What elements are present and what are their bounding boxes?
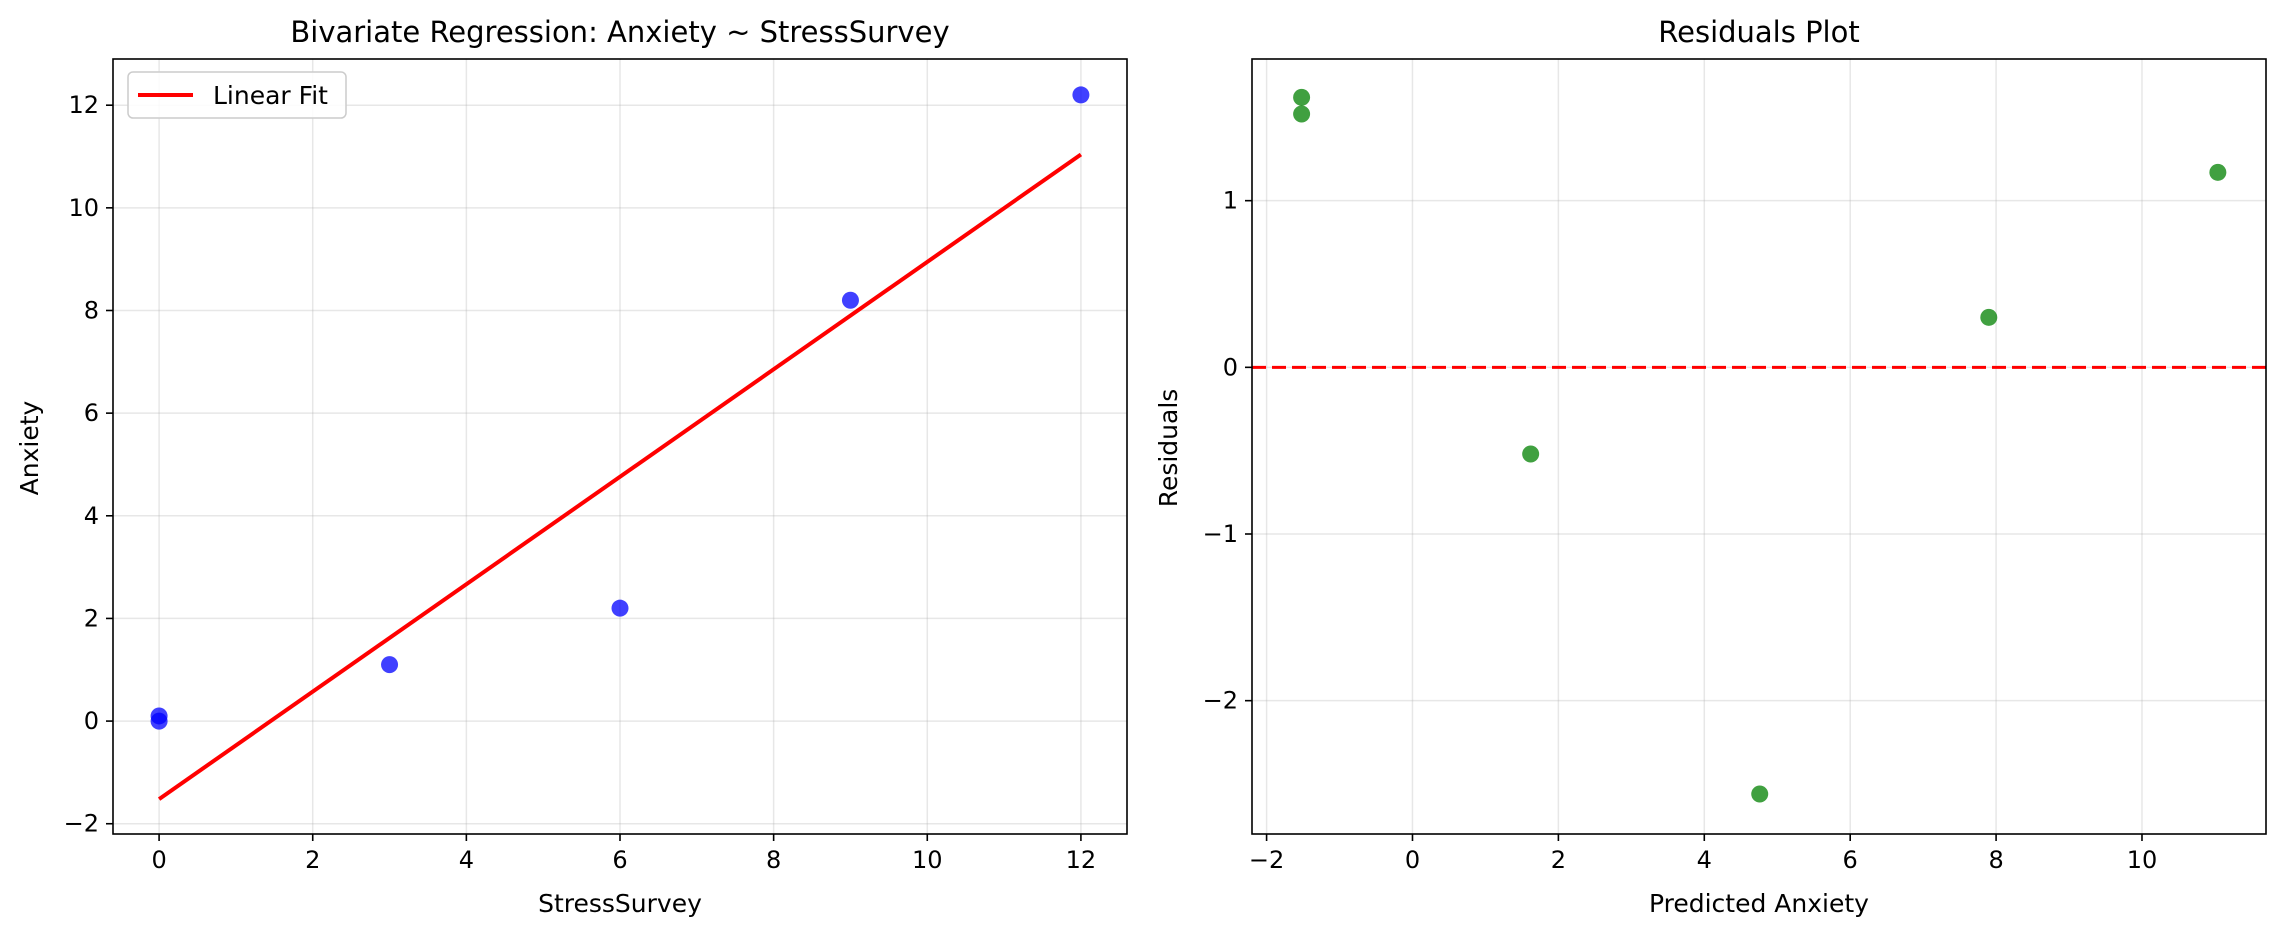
regression-y-ticks: −2 0 2 4 6 8 10 12 bbox=[64, 91, 113, 838]
regression-x-tick-label: 6 bbox=[612, 846, 627, 874]
regression-y-tick-label: 2 bbox=[84, 604, 99, 632]
regression-x-tick-label: 2 bbox=[305, 846, 320, 874]
regression-fit-line bbox=[157, 152, 1083, 801]
residuals-x-tick-label: 4 bbox=[1697, 846, 1712, 874]
residuals-y-tick-label: 1 bbox=[1223, 187, 1238, 215]
residuals-x-axis-label: Predicted Anxiety bbox=[1649, 889, 1869, 918]
linear-fit-line bbox=[157, 152, 1083, 801]
residuals-y-tick-label: −2 bbox=[1203, 687, 1238, 715]
regression-x-tick-label: 4 bbox=[459, 846, 474, 874]
residuals-data-point bbox=[2209, 163, 2227, 181]
regression-y-tick-label: 12 bbox=[68, 91, 99, 119]
regression-grid bbox=[113, 59, 1127, 834]
residuals-x-tick-label: 10 bbox=[2127, 846, 2158, 874]
regression-title: Bivariate Regression: Anxiety ~ StressSu… bbox=[290, 15, 949, 49]
residuals-data-point bbox=[1522, 445, 1540, 463]
legend-label-linear-fit: Linear Fit bbox=[213, 81, 328, 110]
regression-x-tick-label: 0 bbox=[151, 846, 166, 874]
regression-data-point bbox=[381, 656, 399, 674]
residuals-panel: −2 0 2 4 6 8 10 −2 −1 0 1 Residuals Plot Predicte… bbox=[1154, 15, 2267, 918]
regression-x-axis-label: StressSurvey bbox=[538, 889, 702, 918]
regression-y-tick-label: 0 bbox=[84, 707, 99, 735]
residuals-points bbox=[1293, 88, 2227, 803]
residuals-x-tick-label: 8 bbox=[1988, 846, 2003, 874]
regression-y-tick-label: 10 bbox=[68, 194, 99, 222]
residuals-data-point bbox=[1980, 308, 1998, 326]
residuals-x-tick-label: 2 bbox=[1551, 846, 1566, 874]
regression-x-tick-label: 12 bbox=[1066, 846, 1097, 874]
regression-legend: Linear Fit bbox=[127, 71, 347, 119]
residuals-y-axis-label: Residuals bbox=[1154, 389, 1183, 508]
regression-data-point bbox=[150, 712, 168, 730]
residuals-axes-frame bbox=[1251, 58, 2267, 835]
regression-y-tick-label: 6 bbox=[84, 399, 99, 427]
residuals-y-ticks: −2 −1 0 1 bbox=[1203, 187, 1252, 715]
residuals-y-tick-label: −1 bbox=[1203, 520, 1238, 548]
residuals-x-tick-label: 0 bbox=[1405, 846, 1420, 874]
residuals-grid bbox=[1252, 59, 2266, 834]
residuals-y-tick-label: 0 bbox=[1223, 353, 1238, 381]
residuals-title: Residuals Plot bbox=[1658, 15, 1859, 49]
residuals-x-tick-label: 6 bbox=[1843, 846, 1858, 874]
regression-data-point bbox=[841, 291, 859, 309]
regression-data-point bbox=[1072, 86, 1090, 104]
residuals-x-ticks: −2 0 2 4 6 8 10 bbox=[1249, 834, 2157, 874]
residuals-data-point bbox=[1751, 785, 1769, 803]
residuals-x-tick-label: −2 bbox=[1249, 846, 1284, 874]
legend-box bbox=[127, 71, 347, 119]
residuals-data-point bbox=[1293, 88, 1311, 106]
regression-y-axis-label: Anxiety bbox=[15, 400, 44, 495]
regression-x-tick-label: 8 bbox=[766, 846, 781, 874]
regression-y-tick-label: 8 bbox=[84, 296, 99, 324]
regression-y-tick-label: −2 bbox=[64, 810, 99, 838]
regression-panel: 0 2 4 6 8 10 12 −2 0 2 4 6 8 10 12 Bivariate Regressi… bbox=[15, 15, 1128, 918]
regression-x-ticks: 0 2 4 6 8 10 12 bbox=[151, 834, 1096, 874]
residuals-data-point bbox=[1293, 105, 1311, 123]
regression-points bbox=[150, 86, 1090, 730]
regression-data-point bbox=[611, 599, 629, 617]
regression-y-tick-label: 4 bbox=[84, 502, 99, 530]
regression-x-tick-label: 10 bbox=[912, 846, 943, 874]
